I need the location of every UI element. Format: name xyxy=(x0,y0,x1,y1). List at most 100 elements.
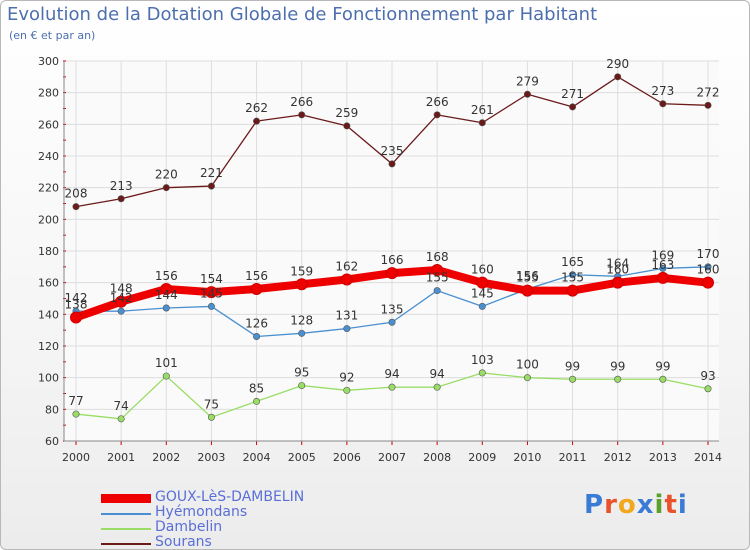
data-label-0: 155 xyxy=(516,271,539,285)
data-label-2: 92 xyxy=(339,370,354,384)
y-tick-label: 220 xyxy=(38,182,59,195)
y-tick-label: 80 xyxy=(45,403,59,416)
data-point-1 xyxy=(704,263,712,271)
data-label-3: 235 xyxy=(381,144,404,158)
data-label-3: 261 xyxy=(471,103,494,117)
data-point-0 xyxy=(70,311,82,324)
data-label-2: 75 xyxy=(204,397,219,411)
y-tick-label: 200 xyxy=(38,213,59,226)
x-tick-label: 2004 xyxy=(243,451,271,464)
y-tick-label: 100 xyxy=(38,372,59,385)
logo-letter: P xyxy=(584,490,605,520)
x-tick-label: 2002 xyxy=(152,451,180,464)
data-point-1 xyxy=(433,287,441,295)
data-label-1: 142 xyxy=(65,291,88,305)
x-tick-label: 2005 xyxy=(288,451,316,464)
data-point-1 xyxy=(298,329,306,337)
data-point-0 xyxy=(521,284,534,297)
legend-label: Hyémondans xyxy=(155,504,248,520)
x-tick-label: 2008 xyxy=(423,451,451,464)
data-label-1: 145 xyxy=(471,286,494,300)
series-layer xyxy=(70,73,714,423)
data-point-3 xyxy=(343,122,351,130)
data-label-0: 163 xyxy=(651,258,674,272)
data-label-0: 156 xyxy=(155,269,178,283)
data-label-3: 279 xyxy=(516,74,539,88)
x-tick-label: 2006 xyxy=(333,451,361,464)
data-point-3 xyxy=(388,160,396,168)
legend-label: GOUX-LèS-DAMBELIN xyxy=(155,489,305,505)
data-label-3: 266 xyxy=(426,95,449,109)
grid-layer xyxy=(64,60,719,442)
proxiti-logo: Proxiti xyxy=(584,490,688,520)
data-point-2 xyxy=(343,386,351,394)
x-tick-label: 2011 xyxy=(559,451,587,464)
data-label-1: 126 xyxy=(245,317,268,331)
data-label-1: 165 xyxy=(561,255,584,269)
data-label-0: 148 xyxy=(110,282,133,296)
legend-label: Dambelin xyxy=(155,519,223,535)
data-point-3 xyxy=(478,119,486,127)
data-label-1: 131 xyxy=(335,309,358,323)
x-tick-label: 2013 xyxy=(649,451,677,464)
logo-letter: o xyxy=(617,490,637,520)
data-label-0: 159 xyxy=(290,264,313,278)
data-point-1 xyxy=(478,302,486,310)
data-label-1: 169 xyxy=(651,248,674,262)
logo-letter: r xyxy=(604,490,618,520)
data-point-3 xyxy=(614,73,622,81)
data-point-0 xyxy=(250,283,263,295)
data-point-0 xyxy=(476,276,489,289)
data-label-0: 155 xyxy=(561,271,584,285)
data-label-2: 101 xyxy=(155,356,178,370)
data-point-2 xyxy=(117,415,125,423)
data-point-3 xyxy=(433,111,441,119)
data-point-1 xyxy=(388,318,396,326)
data-point-2 xyxy=(523,374,531,382)
x-tick-label: 2001 xyxy=(107,451,135,464)
data-label-2: 94 xyxy=(384,367,399,381)
data-label-2: 99 xyxy=(655,359,670,373)
data-point-0 xyxy=(431,264,444,276)
logo-letter: x xyxy=(636,490,655,520)
data-label-3: 290 xyxy=(606,57,629,71)
data-point-1 xyxy=(162,304,170,312)
data-label-0: 160 xyxy=(697,263,720,277)
data-label-2: 99 xyxy=(610,359,625,373)
data-point-3 xyxy=(72,203,80,211)
logo-letter: t xyxy=(664,490,678,520)
x-tick-label: 2010 xyxy=(513,451,541,464)
x-tick-label: 2009 xyxy=(468,451,496,464)
data-point-0 xyxy=(295,278,308,291)
chart-subtitle: (en € et par an) xyxy=(9,29,96,42)
data-label-3: 220 xyxy=(155,168,178,182)
logo-letter: i xyxy=(677,490,688,520)
data-label-1: 156 xyxy=(516,269,539,283)
data-point-1 xyxy=(117,307,125,315)
data-point-2 xyxy=(253,397,261,405)
x-tick-label: 2003 xyxy=(197,451,225,464)
data-label-1: 144 xyxy=(155,288,178,302)
y-tick-label: 60 xyxy=(45,435,59,448)
data-point-3 xyxy=(162,184,170,192)
x-tick-label: 2000 xyxy=(62,451,90,464)
data-label-1: 145 xyxy=(200,286,223,300)
y-tick-label: 260 xyxy=(38,118,59,131)
data-point-1 xyxy=(207,302,215,310)
data-point-2 xyxy=(162,372,170,380)
data-label-2: 94 xyxy=(430,367,445,381)
data-point-1 xyxy=(253,332,261,340)
logo-letter: i xyxy=(654,490,665,520)
data-point-0 xyxy=(115,295,128,308)
data-label-0: 160 xyxy=(471,263,494,277)
data-label-2: 99 xyxy=(565,359,580,373)
data-point-2 xyxy=(433,383,441,391)
data-label-3: 208 xyxy=(65,187,88,201)
data-point-1 xyxy=(343,325,351,333)
data-label-2: 74 xyxy=(114,399,129,413)
x-tick-label: 2007 xyxy=(378,451,406,464)
data-label-3: 266 xyxy=(290,95,313,109)
data-point-0 xyxy=(702,276,714,289)
